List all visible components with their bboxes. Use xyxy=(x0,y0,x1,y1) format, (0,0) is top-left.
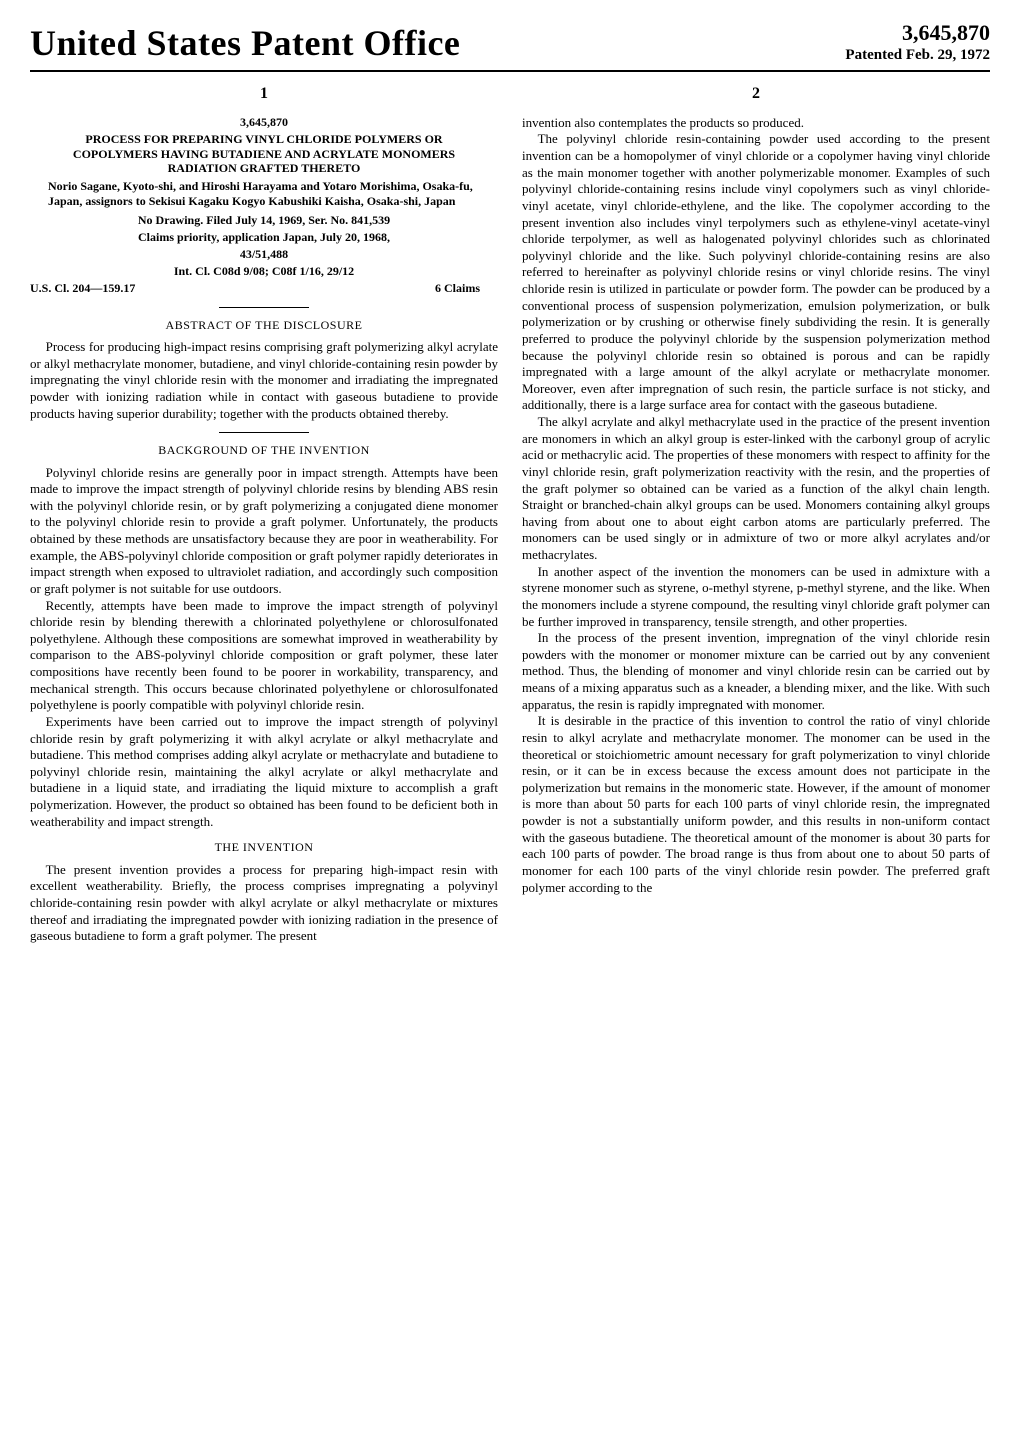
background-paragraph: Polyvinyl chloride resins are generally … xyxy=(30,465,498,598)
patent-date: Patented Feb. 29, 1972 xyxy=(845,46,990,64)
invention-heading: THE INVENTION xyxy=(30,840,498,855)
patent-number: 3,645,870 xyxy=(845,20,990,46)
divider xyxy=(219,432,309,433)
divider xyxy=(219,307,309,308)
patent-title: PROCESS FOR PREPARING VINYL CHLORIDE POL… xyxy=(48,132,480,175)
background-heading: BACKGROUND OF THE INVENTION xyxy=(30,443,498,458)
inventors: Norio Sagane, Kyoto-shi, and Hiroshi Har… xyxy=(48,179,480,209)
body-paragraph: The alkyl acrylate and alkyl methacrylat… xyxy=(522,414,990,564)
body-paragraph: invention also contemplates the products… xyxy=(522,115,990,132)
int-cl: Int. Cl. C08d 9/08; C08f 1/16, 29/12 xyxy=(48,264,480,279)
filing-line-1: No Drawing. Filed July 14, 1969, Ser. No… xyxy=(48,213,480,228)
background-paragraph: Experiments have been carried out to imp… xyxy=(30,714,498,830)
columns: 1 3,645,870 PROCESS FOR PREPARING VINYL … xyxy=(30,84,990,944)
header-right: 3,645,870 Patented Feb. 29, 1972 xyxy=(845,20,990,64)
us-cl-line: U.S. Cl. 204—159.17 6 Claims xyxy=(30,281,480,296)
column-2: 2 invention also contemplates the produc… xyxy=(522,84,990,944)
body-paragraph: It is desirable in the practice of this … xyxy=(522,713,990,896)
column-1: 1 3,645,870 PROCESS FOR PREPARING VINYL … xyxy=(30,84,498,944)
filing-line-3: 43/51,488 xyxy=(48,247,480,262)
body-paragraph: In the process of the present invention,… xyxy=(522,630,990,713)
column-1-number: 1 xyxy=(30,84,498,104)
body-paragraph: In another aspect of the invention the m… xyxy=(522,564,990,631)
patent-number-small: 3,645,870 xyxy=(30,115,498,130)
abstract-heading: ABSTRACT OF THE DISCLOSURE xyxy=(30,318,498,333)
abstract-text: Process for producing high-impact resins… xyxy=(30,339,498,422)
background-paragraph: Recently, attempts have been made to imp… xyxy=(30,598,498,714)
invention-paragraph: The present invention provides a process… xyxy=(30,862,498,945)
column-2-number: 2 xyxy=(522,84,990,104)
us-cl: U.S. Cl. 204—159.17 xyxy=(30,281,135,296)
body-paragraph: The polyvinyl chloride resin-containing … xyxy=(522,131,990,414)
publication-title: United States Patent Office xyxy=(30,22,460,64)
header: United States Patent Office 3,645,870 Pa… xyxy=(30,20,990,72)
filing-line-2: Claims priority, application Japan, July… xyxy=(48,230,480,245)
num-claims: 6 Claims xyxy=(435,281,480,296)
